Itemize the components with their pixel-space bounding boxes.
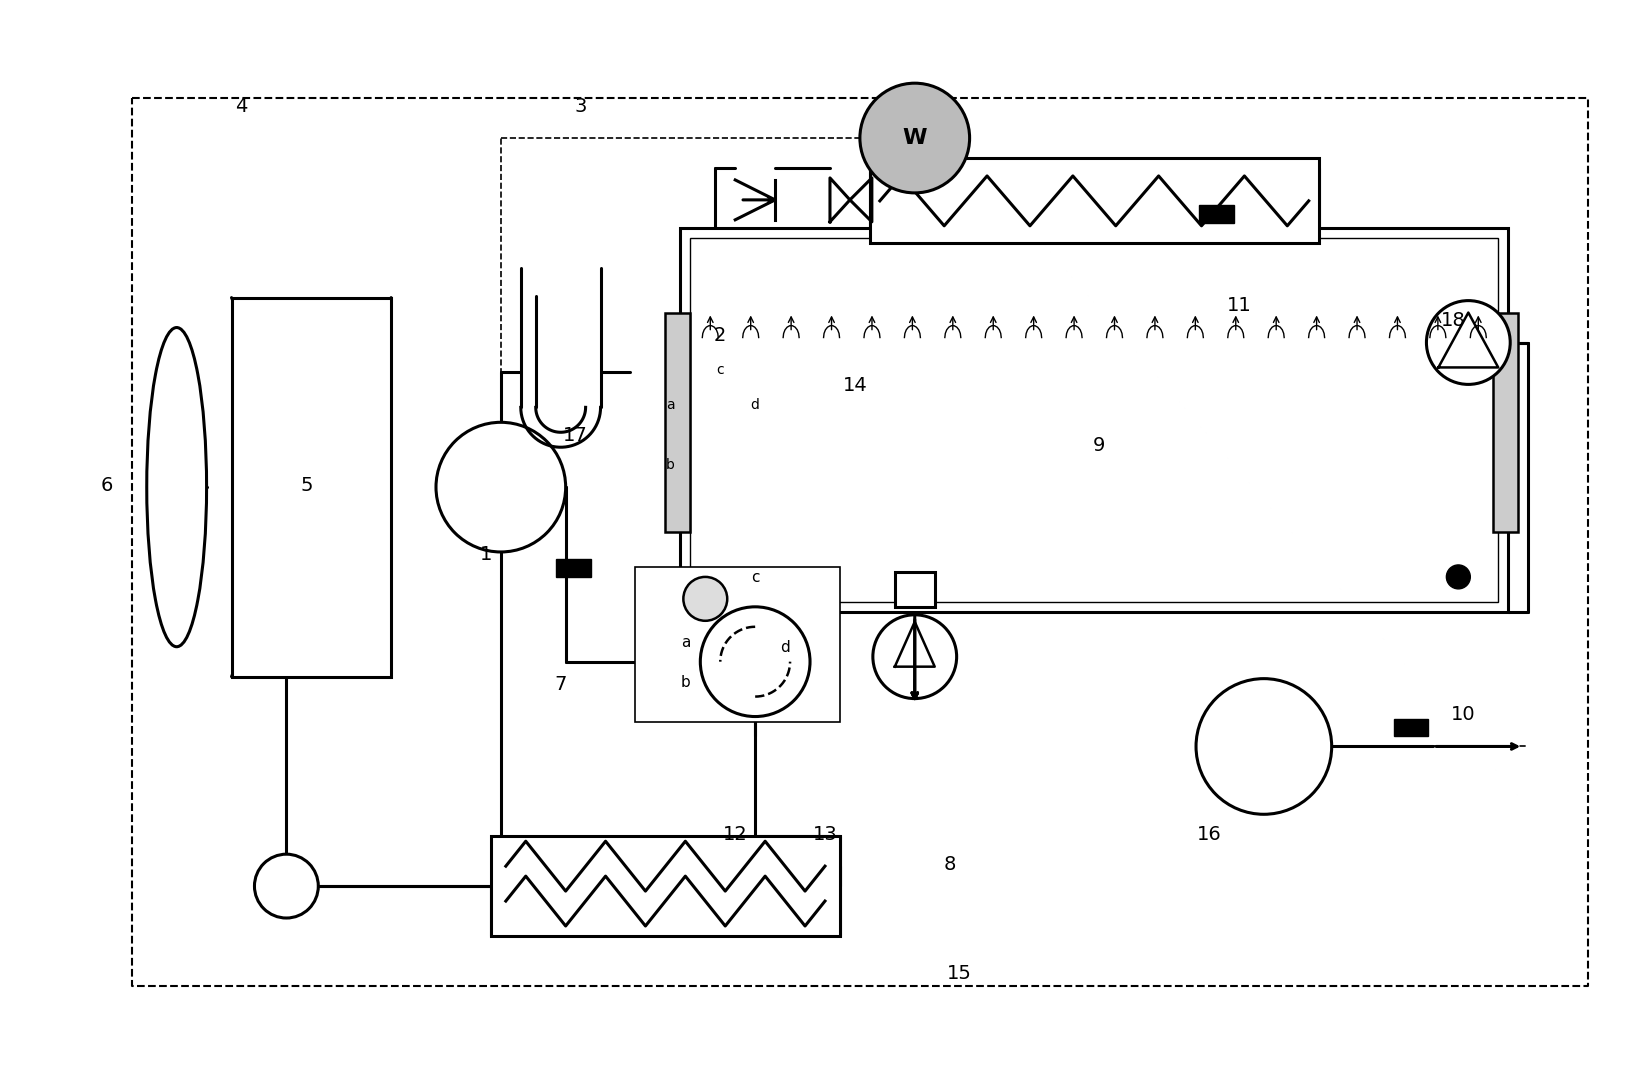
Bar — [869, 158, 1318, 242]
Text: 16: 16 — [1196, 825, 1221, 843]
Text: c: c — [751, 570, 759, 585]
Circle shape — [436, 422, 565, 553]
Text: 18: 18 — [1441, 311, 1465, 330]
Text: 6: 6 — [100, 476, 113, 494]
Text: 10: 10 — [1451, 705, 1475, 724]
Text: 7: 7 — [554, 675, 567, 694]
Circle shape — [859, 83, 969, 193]
Text: 2: 2 — [713, 326, 726, 345]
Bar — [665, 312, 690, 532]
Text: c: c — [716, 363, 724, 377]
Text: b: b — [680, 674, 690, 689]
Circle shape — [254, 854, 318, 918]
Bar — [1198, 205, 1233, 223]
Text: 17: 17 — [562, 425, 588, 445]
Bar — [556, 559, 590, 577]
Text: 9: 9 — [1093, 436, 1105, 454]
Circle shape — [1446, 565, 1470, 589]
Text: b: b — [665, 458, 674, 472]
Text: 1: 1 — [479, 545, 492, 564]
Text: d: d — [780, 640, 790, 655]
Bar — [680, 228, 1508, 612]
Text: 12: 12 — [723, 825, 747, 843]
Circle shape — [1195, 679, 1331, 814]
Text: 13: 13 — [811, 825, 838, 843]
Circle shape — [683, 577, 726, 620]
Text: a: a — [680, 634, 690, 649]
Text: 5: 5 — [300, 476, 313, 494]
Circle shape — [1426, 300, 1510, 384]
Text: d: d — [751, 398, 759, 412]
Text: 11: 11 — [1226, 296, 1251, 316]
Text: 4: 4 — [234, 97, 247, 115]
Circle shape — [872, 615, 956, 699]
Text: 3: 3 — [574, 97, 587, 115]
Text: a: a — [665, 398, 674, 412]
Bar — [895, 572, 934, 606]
Bar — [690, 238, 1498, 602]
Bar — [1393, 718, 1428, 737]
Bar — [490, 836, 839, 936]
Text: 8: 8 — [942, 855, 956, 873]
Bar — [634, 567, 839, 722]
Bar — [231, 297, 390, 676]
Ellipse shape — [146, 327, 207, 646]
Bar — [1493, 312, 1518, 532]
Circle shape — [700, 606, 810, 716]
Text: W: W — [901, 128, 926, 148]
Text: 14: 14 — [842, 376, 867, 395]
Text: 15: 15 — [947, 964, 972, 983]
